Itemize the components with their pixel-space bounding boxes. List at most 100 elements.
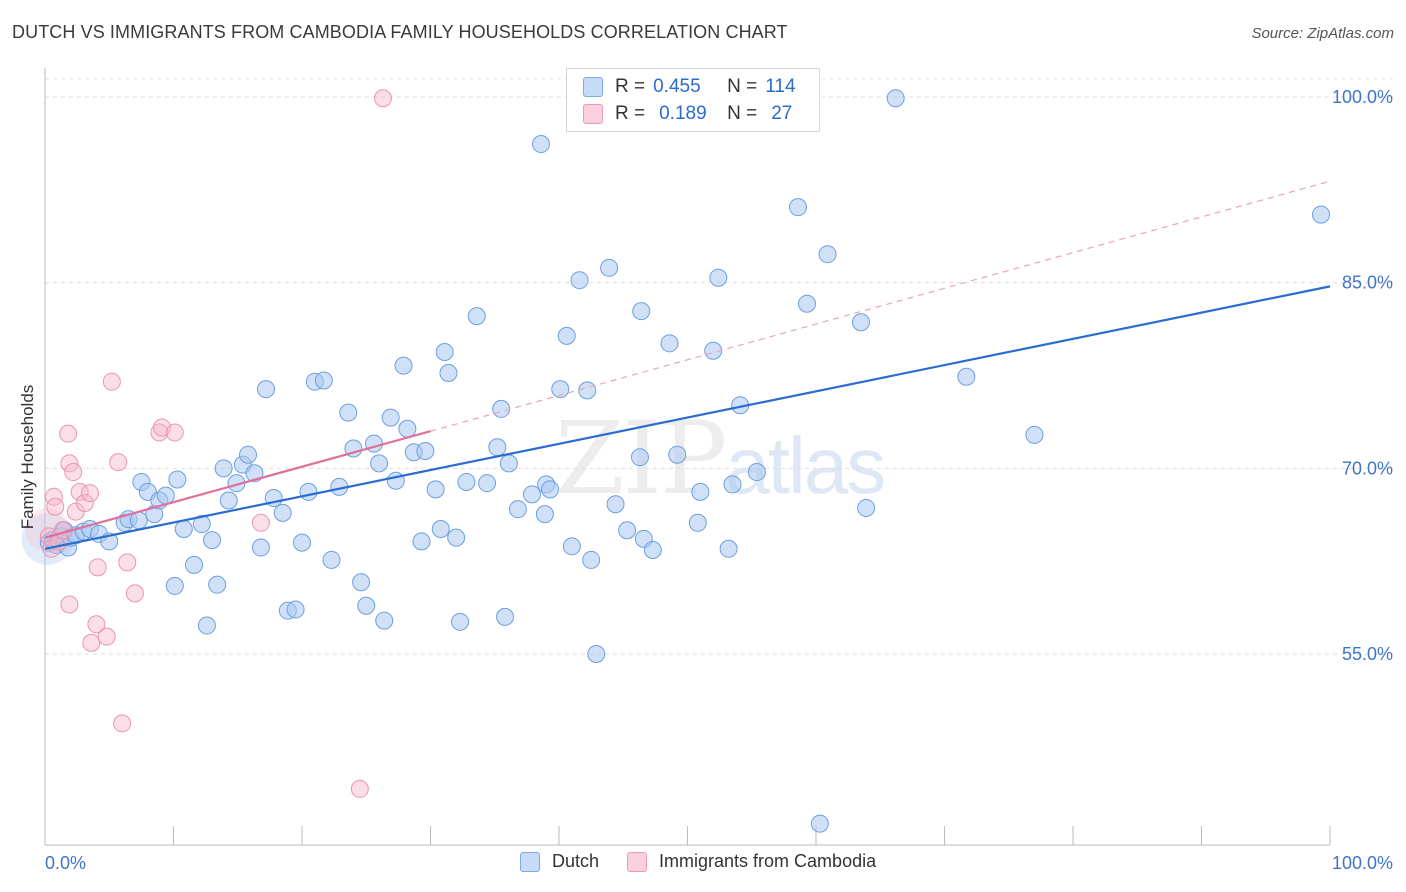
cambodia-point bbox=[350, 779, 369, 798]
dutch-point bbox=[632, 302, 651, 321]
legend-row-cambodia: R = 0.189 N = 27 bbox=[583, 103, 792, 125]
dutch-point bbox=[203, 531, 222, 550]
chart-title: DUTCH VS IMMIGRANTS FROM CAMBODIA FAMILY… bbox=[12, 22, 788, 42]
cambodia-point bbox=[109, 453, 128, 472]
dutch-point bbox=[386, 471, 405, 490]
dutch-point bbox=[352, 573, 371, 592]
dutch-point bbox=[551, 380, 570, 399]
dutch-point bbox=[688, 513, 707, 532]
dutch-point bbox=[273, 503, 292, 522]
dutch-point bbox=[412, 532, 431, 551]
dutch-point bbox=[488, 438, 507, 457]
cambodia-point bbox=[82, 633, 101, 652]
cambodia-point bbox=[113, 714, 132, 733]
legend-r-label: R = bbox=[615, 103, 646, 124]
dutch-point bbox=[691, 482, 710, 501]
series-name-dutch: Dutch bbox=[552, 851, 600, 871]
y-tick-label: 70.0% bbox=[1342, 458, 1393, 478]
dutch-point bbox=[219, 491, 238, 510]
legend-n-value: 27 bbox=[771, 103, 793, 124]
series-legend-dutch[interactable]: Dutch bbox=[520, 851, 599, 872]
dutch-point bbox=[439, 364, 458, 383]
cambodia-point bbox=[60, 595, 79, 614]
dutch-point bbox=[426, 480, 445, 499]
dutch-point bbox=[370, 454, 389, 473]
y-axis-label: Family Households bbox=[18, 384, 37, 530]
dutch-point bbox=[562, 537, 581, 556]
dutch-point bbox=[165, 576, 184, 595]
dutch-point bbox=[1312, 205, 1331, 224]
x-tick-label: 100.0% bbox=[1332, 853, 1393, 873]
dutch-point bbox=[447, 528, 466, 547]
dutch-point bbox=[570, 271, 589, 290]
cambodia-point bbox=[60, 454, 79, 473]
dutch-point bbox=[886, 89, 905, 108]
cambodia-point bbox=[97, 627, 116, 646]
cambodia-point bbox=[102, 372, 121, 391]
cambodia-point bbox=[87, 615, 106, 634]
cambodia-point bbox=[165, 423, 184, 442]
cambodia-point bbox=[42, 539, 61, 558]
dutch-point bbox=[600, 258, 619, 277]
dutch-point bbox=[435, 342, 454, 361]
legend-n-label: N = bbox=[727, 103, 758, 124]
dutch-point bbox=[299, 482, 318, 501]
series-name-cambodia: Immigrants from Cambodia bbox=[659, 851, 877, 871]
dutch-point bbox=[457, 472, 476, 491]
cambodia-point bbox=[88, 558, 107, 577]
dutch-point bbox=[643, 541, 662, 560]
dutch-point bbox=[660, 334, 679, 353]
cambodia-point bbox=[118, 553, 137, 572]
dutch-point bbox=[286, 600, 305, 619]
dutch-point bbox=[174, 519, 193, 538]
dutch-point bbox=[719, 539, 738, 558]
y-tick-label: 100.0% bbox=[1332, 87, 1393, 107]
dutch-point bbox=[1025, 425, 1044, 444]
dutch-point bbox=[451, 612, 470, 631]
series-legend: Dutch Immigrants from Cambodia bbox=[520, 851, 904, 872]
dutch-point bbox=[709, 268, 728, 287]
dutch-point bbox=[394, 356, 413, 375]
dutch-point bbox=[557, 326, 576, 345]
cambodia-trend-extension bbox=[430, 180, 1331, 432]
correlation-legend: R = 0.455 N = 114 R = 0.189 N = 27 bbox=[566, 68, 820, 132]
legend-r-label: R = bbox=[615, 76, 646, 97]
series-legend-cambodia[interactable]: Immigrants from Cambodia bbox=[627, 851, 876, 872]
cambodia-point bbox=[44, 487, 63, 506]
dutch-point bbox=[818, 245, 837, 264]
cambodia-point bbox=[373, 89, 392, 108]
dutch-point bbox=[431, 519, 450, 538]
cambodia-point bbox=[46, 497, 65, 516]
cambodia-point bbox=[64, 463, 83, 482]
dutch-point bbox=[606, 495, 625, 514]
legend-n-label: N = bbox=[727, 76, 758, 97]
dutch-point bbox=[587, 645, 606, 663]
cambodia-point bbox=[251, 513, 270, 532]
dutch-point bbox=[192, 515, 211, 534]
series-swatch-cambodia bbox=[627, 851, 648, 872]
dutch-trend-line bbox=[44, 285, 1331, 550]
cambodia-point bbox=[150, 423, 169, 442]
dutch-point bbox=[339, 403, 358, 422]
dutch-point bbox=[257, 380, 276, 399]
legend-swatch-dutch bbox=[583, 77, 603, 97]
dutch-point bbox=[582, 550, 601, 569]
cambodia-point bbox=[125, 584, 144, 603]
dutch-point bbox=[381, 408, 400, 427]
dutch-point bbox=[398, 419, 417, 438]
legend-swatch-cambodia bbox=[583, 104, 603, 124]
dutch-point bbox=[499, 454, 518, 473]
dutch-point bbox=[322, 550, 341, 569]
dutch-point bbox=[668, 445, 687, 464]
cambodia-point bbox=[59, 424, 78, 443]
dutch-point bbox=[208, 575, 227, 594]
dutch-point bbox=[314, 371, 333, 390]
dutch-point bbox=[185, 555, 204, 574]
dutch-point bbox=[251, 538, 270, 557]
dutch-point bbox=[789, 198, 808, 217]
dutch-point bbox=[214, 459, 233, 478]
source-label: Source: ZipAtlas.com bbox=[1251, 25, 1394, 42]
dutch-point bbox=[630, 448, 649, 467]
dutch-point bbox=[810, 814, 829, 833]
